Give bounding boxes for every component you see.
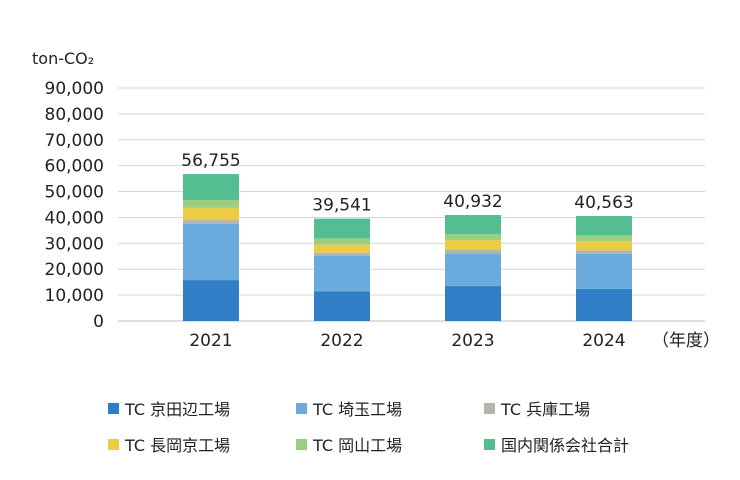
legend-label: TC 埼玉工場 bbox=[313, 400, 403, 419]
bar-segment bbox=[445, 240, 501, 250]
bar-segment bbox=[576, 235, 632, 242]
x-tick-label: 2022 bbox=[320, 331, 363, 351]
legend-swatch bbox=[484, 438, 495, 450]
y-tick-label: 10,000 bbox=[45, 286, 104, 306]
x-tick-label: 2023 bbox=[451, 331, 494, 351]
legend-label: TC 京田辺工場 bbox=[125, 400, 231, 419]
bar-segment bbox=[445, 286, 501, 321]
legend: TC 京田辺工場 TC 埼玉工場 TC 兵庫工場 TC 長岡京工場 TC 岡山工場 国内関… bbox=[108, 396, 708, 456]
bar-total-label: 56,755 bbox=[181, 151, 240, 171]
legend-swatch bbox=[108, 402, 119, 414]
bar-total-label: 39,541 bbox=[312, 196, 371, 216]
bar-total-label: 40,563 bbox=[574, 193, 633, 213]
x-axis-suffix: （年度） bbox=[652, 331, 720, 351]
bar-segment bbox=[183, 223, 239, 281]
x-tick-label: 2021 bbox=[189, 331, 232, 351]
bar-segment bbox=[576, 241, 632, 251]
legend-item: TC 兵庫工場 bbox=[484, 396, 672, 420]
y-tick-label: 60,000 bbox=[45, 157, 104, 177]
legend-label: TC 兵庫工場 bbox=[501, 400, 591, 419]
bar-segment bbox=[445, 234, 501, 241]
y-axis-unit-label: ton-CO₂ bbox=[32, 49, 94, 68]
legend-item: TC 埼玉工場 bbox=[296, 396, 484, 420]
bar-segment bbox=[314, 252, 370, 257]
bar-segment bbox=[183, 207, 239, 221]
legend-label: TC 岡山工場 bbox=[313, 436, 403, 455]
bar-segment bbox=[576, 250, 632, 254]
y-tick-label: 30,000 bbox=[45, 234, 104, 254]
bar-totals: 56,755 39,541 40,932 40,563 bbox=[181, 151, 633, 216]
bar-segment bbox=[314, 244, 370, 253]
bar-segment bbox=[445, 249, 501, 254]
bar-segment bbox=[314, 218, 370, 239]
legend-item: 国内関係会社合計 bbox=[484, 432, 672, 456]
y-tick-label: 70,000 bbox=[45, 131, 104, 151]
legend-swatch bbox=[296, 438, 307, 450]
bar-segment bbox=[576, 253, 632, 289]
legend-item: TC 長岡京工場 bbox=[108, 432, 296, 456]
legend-swatch bbox=[108, 438, 119, 450]
bar-segment bbox=[183, 280, 239, 321]
legend-swatch bbox=[296, 402, 307, 414]
bar-segment bbox=[183, 220, 239, 224]
bar-segment bbox=[183, 174, 239, 200]
y-tick-label: 90,000 bbox=[45, 79, 104, 99]
y-tick-label: 50,000 bbox=[45, 183, 104, 203]
bar-segment bbox=[314, 256, 370, 292]
legend-item: TC 岡山工場 bbox=[296, 432, 484, 456]
y-tick-label: 40,000 bbox=[45, 208, 104, 228]
bar-segment bbox=[445, 215, 501, 235]
bar-segment bbox=[314, 291, 370, 321]
bar-segment bbox=[183, 199, 239, 208]
x-axis-ticks: 2021 2022 2023 2024 bbox=[189, 331, 625, 351]
y-tick-label: 20,000 bbox=[45, 260, 104, 280]
bar-segment bbox=[576, 215, 632, 236]
y-tick-label: 0 bbox=[93, 312, 104, 332]
y-axis-ticks: 0 10,000 20,000 30,000 40,000 50,000 60,000 70,… bbox=[45, 79, 104, 332]
legend-label: TC 長岡京工場 bbox=[125, 436, 231, 455]
x-tick-label: 2024 bbox=[582, 331, 625, 351]
bar-segment bbox=[314, 238, 370, 245]
bar-segment bbox=[445, 253, 501, 287]
bar-total-label: 40,932 bbox=[443, 192, 502, 212]
y-tick-label: 80,000 bbox=[45, 105, 104, 125]
legend-label: 国内関係会社合計 bbox=[501, 436, 630, 455]
legend-item: TC 京田辺工場 bbox=[108, 396, 296, 420]
bars bbox=[183, 174, 632, 321]
legend-swatch bbox=[484, 402, 495, 414]
bar-segment bbox=[576, 288, 632, 321]
